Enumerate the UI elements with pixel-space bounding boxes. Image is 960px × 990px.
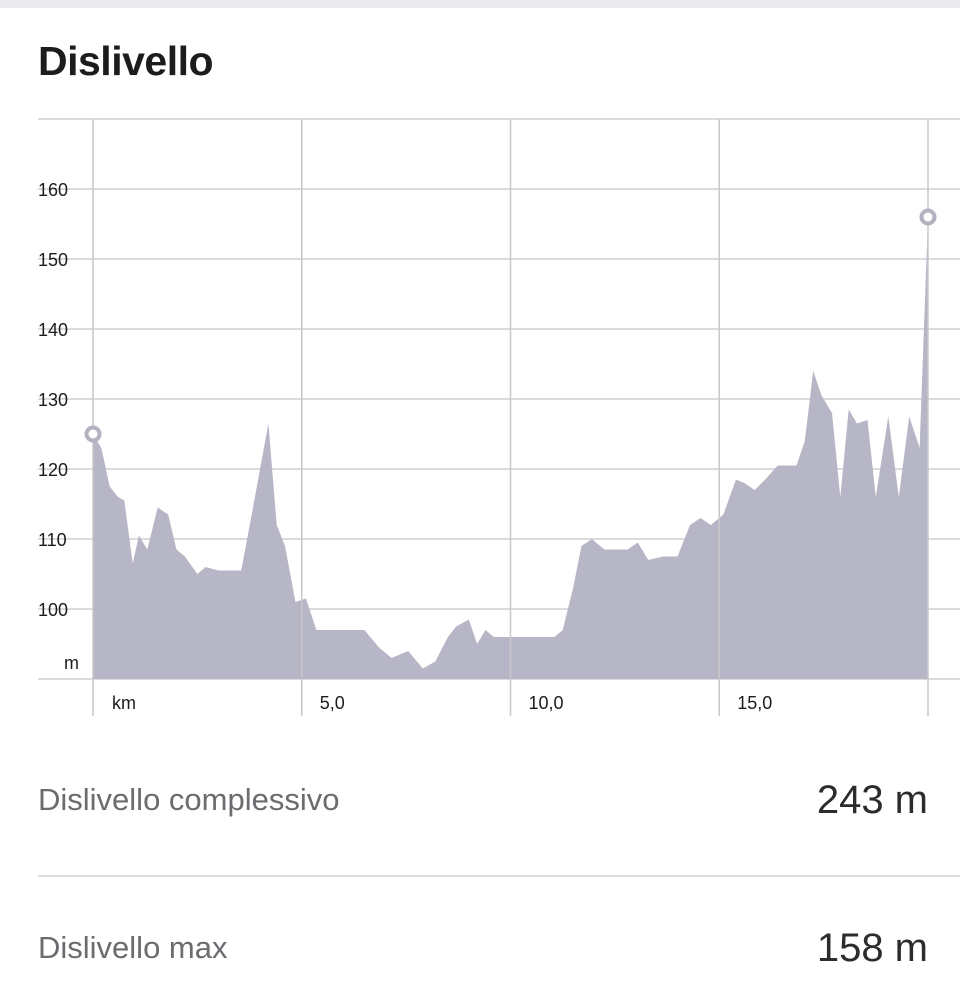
y-tick-label: 120 — [38, 460, 68, 480]
divider — [38, 875, 960, 877]
y-axis-ticks: 160 150 140 130 120 110 100 — [38, 180, 68, 620]
end-point-marker — [919, 208, 937, 226]
stat-label-max: Dislivello max — [38, 930, 228, 965]
y-tick-label: 150 — [38, 250, 68, 270]
x-tick-label: 15,0 — [737, 693, 772, 713]
start-point-marker — [84, 425, 102, 443]
elevation-chart: 160 150 140 130 120 110 100 5,0 10,0 15,0 m km — [38, 118, 960, 716]
x-tick-label: 5,0 — [320, 693, 345, 713]
y-tick-label: 130 — [38, 390, 68, 410]
endpoint-markers — [84, 208, 937, 443]
stat-row-max-elevation: Dislivello max 158 m — [38, 926, 928, 990]
y-tick-label: 140 — [38, 320, 68, 340]
stat-label-total: Dislivello complessivo — [38, 782, 340, 817]
x-axis-unit-label: km — [112, 693, 136, 713]
y-axis-unit-label: m — [64, 653, 79, 673]
y-tick-label: 160 — [38, 180, 68, 200]
stat-value-max: 158 m — [816, 926, 928, 970]
top-strip — [0, 0, 960, 8]
stat-value-total: 243 m — [816, 778, 928, 822]
x-axis-ticks: 5,0 10,0 15,0 — [320, 693, 773, 713]
y-tick-label: 100 — [38, 600, 68, 620]
x-tick-label: 10,0 — [529, 693, 564, 713]
section-title: Dislivello — [38, 38, 214, 84]
stat-row-total-elevation: Dislivello complessivo 243 m — [38, 778, 928, 842]
vertical-gridlines — [92, 119, 929, 716]
y-tick-label: 110 — [38, 530, 67, 550]
